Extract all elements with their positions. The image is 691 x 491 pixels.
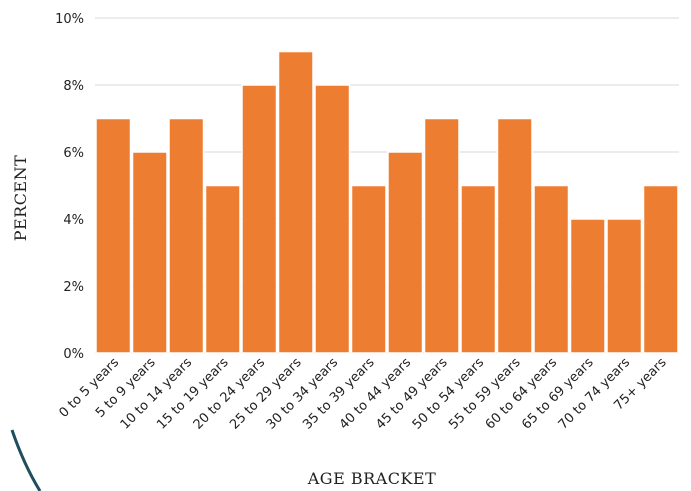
bar	[204, 184, 241, 354]
y-axis-title: PERCENT	[11, 155, 30, 242]
y-tick-label: 8%	[63, 79, 84, 94]
bar	[642, 184, 679, 354]
bar	[131, 151, 168, 354]
bar	[168, 117, 205, 354]
bar	[350, 184, 387, 354]
y-tick-label: 10%	[55, 12, 84, 27]
bar	[314, 84, 351, 354]
bar	[460, 184, 497, 354]
bar	[387, 151, 424, 354]
bars	[95, 50, 679, 354]
bar	[606, 218, 643, 354]
bar	[241, 84, 278, 354]
bar	[569, 218, 606, 354]
decorative-corner-arc	[10, 429, 42, 491]
x-axis-title: AGE BRACKET	[307, 469, 437, 488]
y-tick-label: 2%	[63, 280, 84, 295]
bar	[533, 184, 570, 354]
y-tick-label: 4%	[63, 213, 84, 228]
bar	[95, 117, 132, 354]
y-tick-label: 6%	[63, 146, 84, 161]
bar	[277, 50, 314, 354]
bar	[496, 117, 533, 354]
y-tick-label: 0%	[63, 347, 84, 362]
y-axis-ticks: 0% 2% 4% 6% 8% 10%	[55, 12, 84, 362]
bar	[423, 117, 460, 354]
